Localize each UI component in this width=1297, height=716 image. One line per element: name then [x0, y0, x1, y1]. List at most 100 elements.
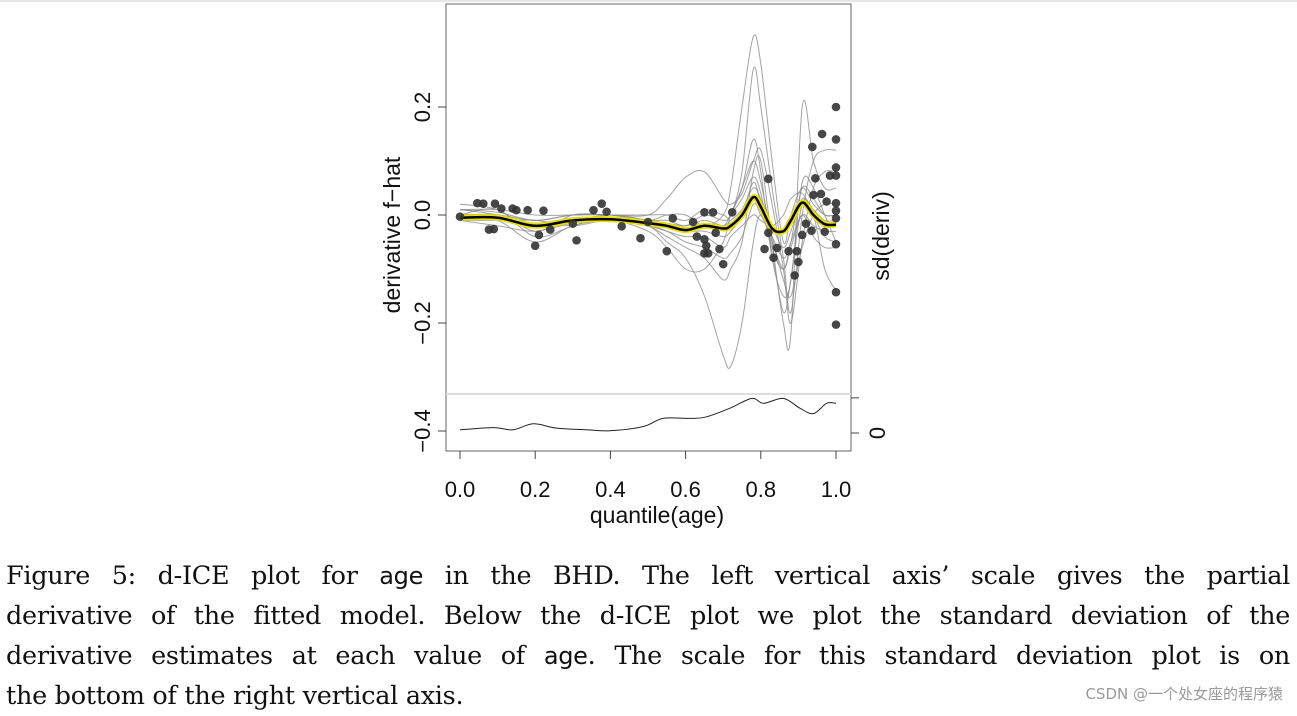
data-point	[831, 206, 841, 215]
data-point	[708, 208, 718, 217]
data-point	[820, 227, 830, 237]
data-point	[831, 320, 841, 329]
data-point	[825, 171, 835, 180]
caption-line: Figure 5: d-ICE plot for age in the BHD.…	[6, 556, 1290, 596]
data-point	[807, 226, 816, 235]
sd-curve	[459, 397, 837, 432]
sd-tick-label: 0	[865, 427, 890, 439]
caption-line: derivative estimates at each value of ag…	[6, 636, 1290, 676]
data-point	[831, 198, 841, 208]
data-point	[617, 222, 626, 231]
data-point	[831, 163, 841, 172]
data-point	[715, 244, 724, 254]
data-point	[769, 253, 778, 262]
figure-caption: Figure 5: d-ICE plot for age in the BHD.…	[6, 556, 1290, 716]
observed-points	[455, 102, 841, 329]
data-point	[688, 217, 698, 227]
x-tick-label: 0.4	[595, 477, 626, 502]
caption-code-term: age	[379, 562, 424, 590]
x-tick-label: 0.6	[670, 477, 701, 502]
data-point	[455, 212, 465, 221]
caption-text: derivative estimates at each value of	[6, 641, 544, 671]
data-point	[636, 233, 645, 243]
data-point	[831, 171, 841, 180]
ice-curve	[459, 147, 837, 324]
data-point	[692, 232, 702, 241]
caption-text: . The scale for this standard deviation …	[587, 641, 1291, 671]
data-point	[831, 213, 841, 223]
data-point	[817, 129, 827, 139]
data-point	[643, 217, 653, 227]
data-point	[597, 199, 607, 208]
x-tick-label: 0.8	[746, 477, 777, 502]
data-point	[831, 239, 841, 249]
data-point	[764, 174, 773, 184]
data-point	[703, 249, 713, 258]
x-tick-label: 0.2	[520, 477, 551, 502]
data-point	[490, 199, 500, 208]
caption-line: the bottom of the right vertical axis.	[6, 676, 1290, 716]
data-point	[816, 189, 826, 199]
data-point	[530, 241, 540, 251]
data-point	[831, 102, 841, 112]
data-point	[489, 224, 499, 234]
data-point	[700, 208, 709, 217]
caption-code-term: age	[543, 642, 588, 670]
data-point	[568, 219, 578, 228]
ice-curves	[459, 34, 837, 369]
data-point	[701, 241, 711, 251]
data-point	[711, 228, 720, 238]
dice-plot: 0.0 0.2 0.4 0.6 0.8 1.0 0.2 0.0 −0.2 −0.4 0 deriva…	[379, 3, 894, 528]
data-point	[727, 208, 737, 217]
data-point	[479, 199, 488, 208]
data-point	[790, 271, 799, 280]
data-point	[822, 197, 831, 206]
data-point	[760, 244, 769, 254]
data-point	[794, 257, 803, 267]
caption-line: derivative of the fitted model. Below th…	[6, 596, 1290, 636]
caption-text: derivative of the fitted model. Below th…	[6, 601, 1290, 631]
watermark: CSDN @一个处女座的程序猿	[1085, 685, 1283, 703]
top-border	[0, 0, 1297, 2]
right-axis-label: sd(deriv)	[868, 191, 894, 280]
y-tick-label: 0.0	[410, 200, 435, 231]
data-point	[668, 213, 678, 223]
data-point	[811, 173, 820, 183]
x-tick-label: 0.0	[445, 477, 476, 502]
data-point	[534, 230, 544, 240]
x-axis-label: quantile(age)	[590, 502, 724, 528]
mean-curve	[459, 194, 837, 235]
data-point	[797, 230, 807, 240]
data-point	[792, 246, 802, 256]
data-point	[831, 287, 841, 297]
ice-curve	[459, 66, 837, 314]
data-point	[662, 246, 672, 256]
data-point	[772, 243, 782, 253]
axes: 0.0 0.2 0.4 0.6 0.8 1.0 0.2 0.0 −0.2 −0.4 0	[410, 92, 890, 502]
mean-curve-line	[459, 195, 837, 234]
data-point	[497, 204, 506, 213]
data-point	[784, 246, 793, 256]
data-point	[602, 207, 611, 217]
caption-text: Figure 5: d-ICE plot for	[6, 561, 380, 591]
y-tick-label: −0.2	[410, 301, 435, 344]
data-point	[539, 206, 548, 215]
data-point	[718, 259, 728, 269]
x-tick-label: 1.0	[821, 477, 852, 502]
data-point	[545, 225, 555, 234]
caption-text: in the BHD. The left vertical axis’ scal…	[423, 561, 1291, 591]
data-point	[831, 135, 841, 144]
data-point	[764, 228, 773, 238]
data-point	[809, 190, 818, 200]
data-point	[700, 235, 709, 244]
caption-text: the bottom of the right vertical axis.	[6, 681, 464, 711]
y-tick-label: 0.2	[410, 92, 435, 123]
data-point	[589, 205, 598, 215]
y-axis-label: derivative f−hat	[379, 156, 405, 313]
sd-line	[459, 397, 837, 432]
data-point	[808, 142, 817, 152]
data-point	[572, 236, 581, 245]
data-point	[523, 205, 532, 215]
plot-frame	[445, 3, 852, 452]
data-point	[512, 205, 521, 215]
